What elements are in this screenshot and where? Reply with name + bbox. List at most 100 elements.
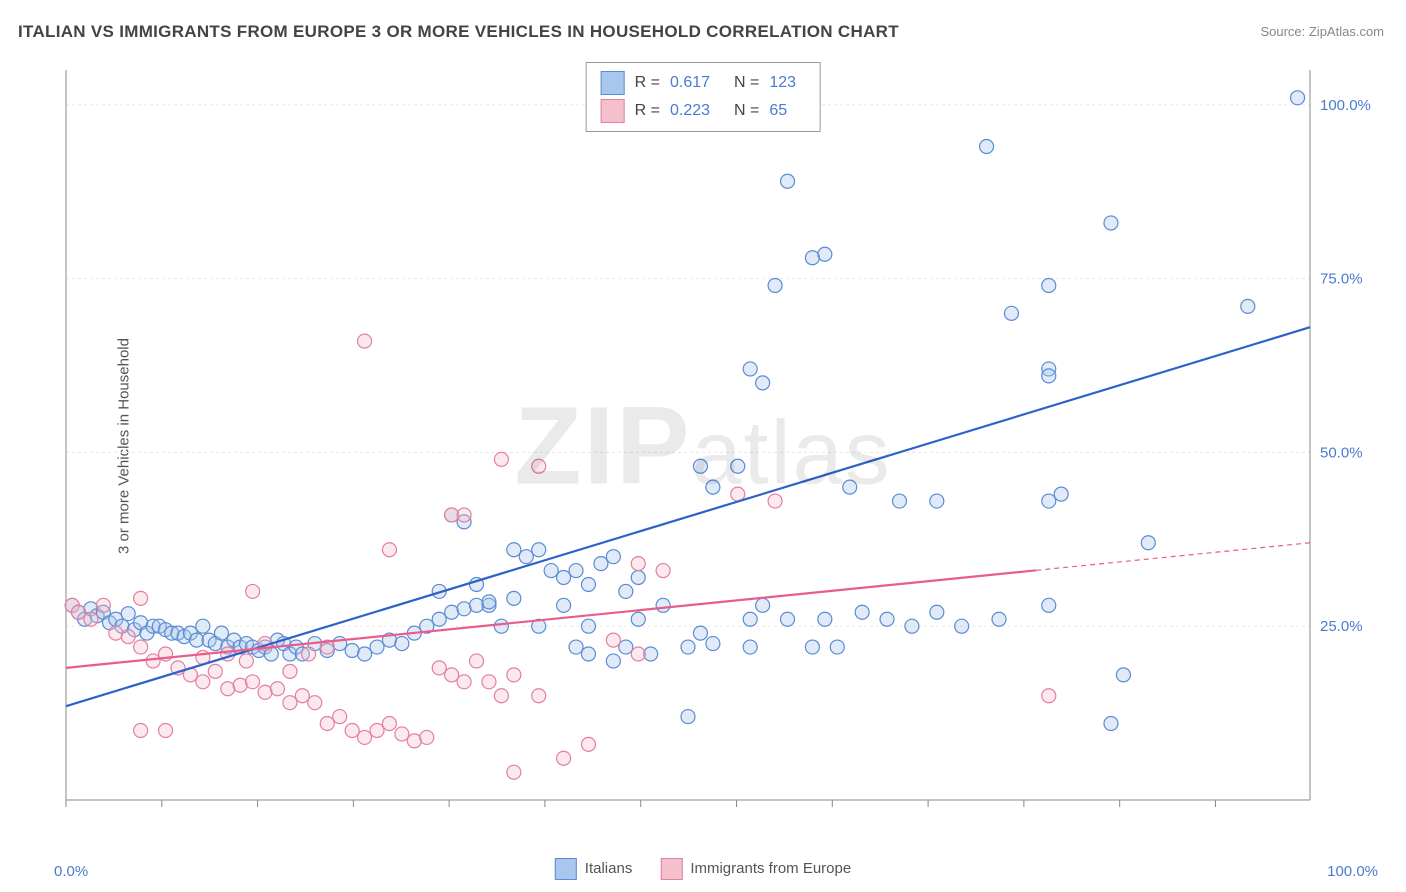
data-point (258, 685, 272, 699)
data-point (768, 494, 782, 508)
data-point (302, 647, 316, 661)
data-point (196, 675, 210, 689)
data-point (581, 619, 595, 633)
data-point (930, 605, 944, 619)
data-point (818, 612, 832, 626)
legend-swatch (660, 858, 682, 880)
data-point (507, 668, 521, 682)
data-point (134, 640, 148, 654)
scatter-plot: 25.0% 50.0% 75.0% 100.0% (60, 60, 1380, 830)
data-point (208, 664, 222, 678)
stats-swatch (601, 71, 625, 95)
data-point (1004, 306, 1018, 320)
data-point (1042, 598, 1056, 612)
data-point (308, 696, 322, 710)
data-point (358, 730, 372, 744)
data-point (333, 637, 347, 651)
data-point (196, 619, 210, 633)
data-point (1042, 689, 1056, 703)
data-point (830, 640, 844, 654)
data-point (544, 564, 558, 578)
data-point (320, 717, 334, 731)
x-axis-max-label: 100.0% (1327, 863, 1378, 880)
data-point (631, 557, 645, 571)
data-point (358, 334, 372, 348)
data-point (283, 664, 297, 678)
data-point (818, 247, 832, 261)
data-point (246, 675, 260, 689)
data-point (445, 668, 459, 682)
legend-item: Immigrants from Europe (660, 858, 851, 880)
svg-text:50.0%: 50.0% (1320, 444, 1363, 461)
data-point (743, 612, 757, 626)
data-point (880, 612, 894, 626)
data-point (233, 678, 247, 692)
data-point (693, 459, 707, 473)
data-point (507, 765, 521, 779)
data-point (706, 480, 720, 494)
data-point (805, 640, 819, 654)
data-point (619, 640, 633, 654)
data-point (532, 689, 546, 703)
data-point (569, 640, 583, 654)
data-point (656, 598, 670, 612)
data-point (693, 626, 707, 640)
data-point (743, 640, 757, 654)
data-point (134, 723, 148, 737)
data-point (345, 644, 359, 658)
data-point (494, 689, 508, 703)
data-point (581, 577, 595, 591)
data-point (382, 717, 396, 731)
data-point (557, 598, 571, 612)
data-point (283, 696, 297, 710)
data-point (482, 675, 496, 689)
data-point (631, 571, 645, 585)
data-point (955, 619, 969, 633)
data-point (494, 619, 508, 633)
data-point (706, 637, 720, 651)
data-point (370, 723, 384, 737)
data-point (134, 591, 148, 605)
data-point (606, 550, 620, 564)
data-point (432, 661, 446, 675)
data-point (631, 612, 645, 626)
data-point (457, 675, 471, 689)
data-point (345, 723, 359, 737)
chart-title: ITALIAN VS IMMIGRANTS FROM EUROPE 3 OR M… (18, 22, 899, 42)
data-point (905, 619, 919, 633)
data-point (109, 626, 123, 640)
svg-text:75.0%: 75.0% (1320, 271, 1363, 288)
data-point (71, 605, 85, 619)
data-point (221, 682, 235, 696)
data-point (843, 480, 857, 494)
data-point (930, 494, 944, 508)
data-point (1141, 536, 1155, 550)
svg-text:100.0%: 100.0% (1320, 97, 1371, 114)
data-point (215, 626, 229, 640)
data-point (482, 595, 496, 609)
data-point (270, 682, 284, 696)
legend-item: Italians (555, 858, 633, 880)
data-point (457, 602, 471, 616)
data-point (1104, 216, 1118, 230)
data-point (557, 571, 571, 585)
data-point (532, 543, 546, 557)
data-point (246, 584, 260, 598)
correlation-stats-box: R =0.617N =123R =0.223N =65 (586, 62, 821, 132)
data-point (768, 279, 782, 293)
data-point (420, 730, 434, 744)
data-point (1104, 717, 1118, 731)
data-point (594, 557, 608, 571)
stats-row: R =0.223N =65 (601, 97, 806, 125)
data-point (569, 564, 583, 578)
data-point (1241, 299, 1255, 313)
data-point (519, 550, 533, 564)
data-point (494, 452, 508, 466)
data-point (557, 751, 571, 765)
legend-swatch (555, 858, 577, 880)
data-point (445, 605, 459, 619)
data-point (470, 598, 484, 612)
svg-text:25.0%: 25.0% (1320, 618, 1363, 635)
data-point (781, 612, 795, 626)
data-point (507, 543, 521, 557)
